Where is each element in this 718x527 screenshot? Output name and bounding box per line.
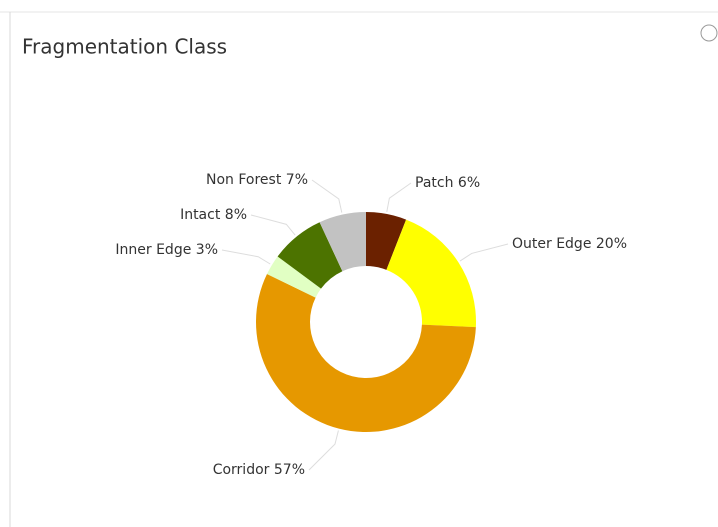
category-name: Corridor [213, 462, 270, 478]
category-name: Outer Edge [512, 236, 591, 252]
value-label: 20% [596, 236, 627, 252]
category-name: Non Forest [206, 172, 282, 188]
donut-segment [319, 212, 366, 272]
data-label: Non Forest 7% [206, 172, 308, 188]
chart-title: Fragmentation Class [22, 35, 227, 59]
leader-line [221, 249, 271, 265]
category-name: Intact [180, 207, 221, 223]
data-label: Patch 6% [415, 175, 480, 191]
data-label: Intact 8% [180, 207, 247, 223]
value-label: 7% [286, 172, 308, 188]
donut-segment [266, 256, 322, 298]
expand-icon[interactable] [700, 24, 718, 42]
leader-line [386, 182, 412, 213]
donut-segment [386, 219, 476, 328]
value-label: 8% [225, 207, 247, 223]
data-label: Outer Edge 20% [512, 236, 627, 252]
leader-line [311, 179, 343, 213]
donut-segment [255, 274, 476, 433]
value-label: 57% [274, 462, 305, 478]
donut-segment [366, 212, 407, 270]
leader-line [308, 430, 339, 471]
plot: Patch 6% Outer Edge 20% Corridor 57% Inner … [115, 172, 627, 478]
leader-line [459, 243, 509, 262]
donut-segment [277, 222, 343, 289]
value-label: 6% [458, 175, 480, 191]
category-name: Patch [415, 175, 453, 191]
data-label: Corridor 57% [213, 462, 305, 478]
value-label: 3% [196, 242, 218, 258]
category-name: Inner Edge [115, 242, 191, 258]
leader-line [250, 214, 296, 236]
data-label: Inner Edge 3% [115, 242, 218, 258]
